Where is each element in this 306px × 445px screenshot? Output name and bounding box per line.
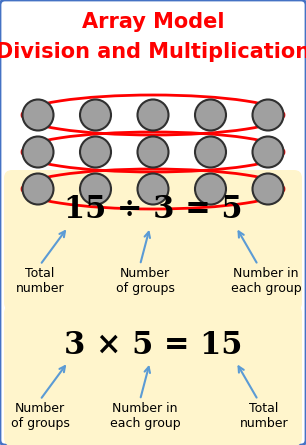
Text: 3 × 5 = 15: 3 × 5 = 15 bbox=[64, 329, 242, 360]
Text: Total
number: Total number bbox=[16, 267, 64, 295]
Circle shape bbox=[252, 100, 283, 130]
Text: Number in
each group: Number in each group bbox=[110, 402, 180, 430]
FancyBboxPatch shape bbox=[4, 170, 302, 311]
Text: 15 ÷ 3 = 5: 15 ÷ 3 = 5 bbox=[64, 194, 242, 226]
Circle shape bbox=[137, 174, 169, 205]
Circle shape bbox=[23, 137, 54, 167]
Circle shape bbox=[23, 174, 54, 205]
Circle shape bbox=[195, 174, 226, 205]
Text: Division and Multiplication: Division and Multiplication bbox=[0, 42, 306, 62]
Circle shape bbox=[137, 100, 169, 130]
Text: Number in
each group: Number in each group bbox=[231, 267, 301, 295]
Circle shape bbox=[137, 137, 169, 167]
Circle shape bbox=[80, 174, 111, 205]
Circle shape bbox=[80, 100, 111, 130]
FancyBboxPatch shape bbox=[4, 305, 302, 445]
Circle shape bbox=[195, 100, 226, 130]
Circle shape bbox=[252, 137, 283, 167]
Text: Number
of groups: Number of groups bbox=[116, 267, 174, 295]
Circle shape bbox=[23, 100, 54, 130]
Circle shape bbox=[195, 137, 226, 167]
Text: Array Model: Array Model bbox=[82, 12, 224, 32]
Text: Number
of groups: Number of groups bbox=[11, 402, 69, 430]
Text: Total
number: Total number bbox=[240, 402, 288, 430]
Circle shape bbox=[80, 137, 111, 167]
Circle shape bbox=[252, 174, 283, 205]
